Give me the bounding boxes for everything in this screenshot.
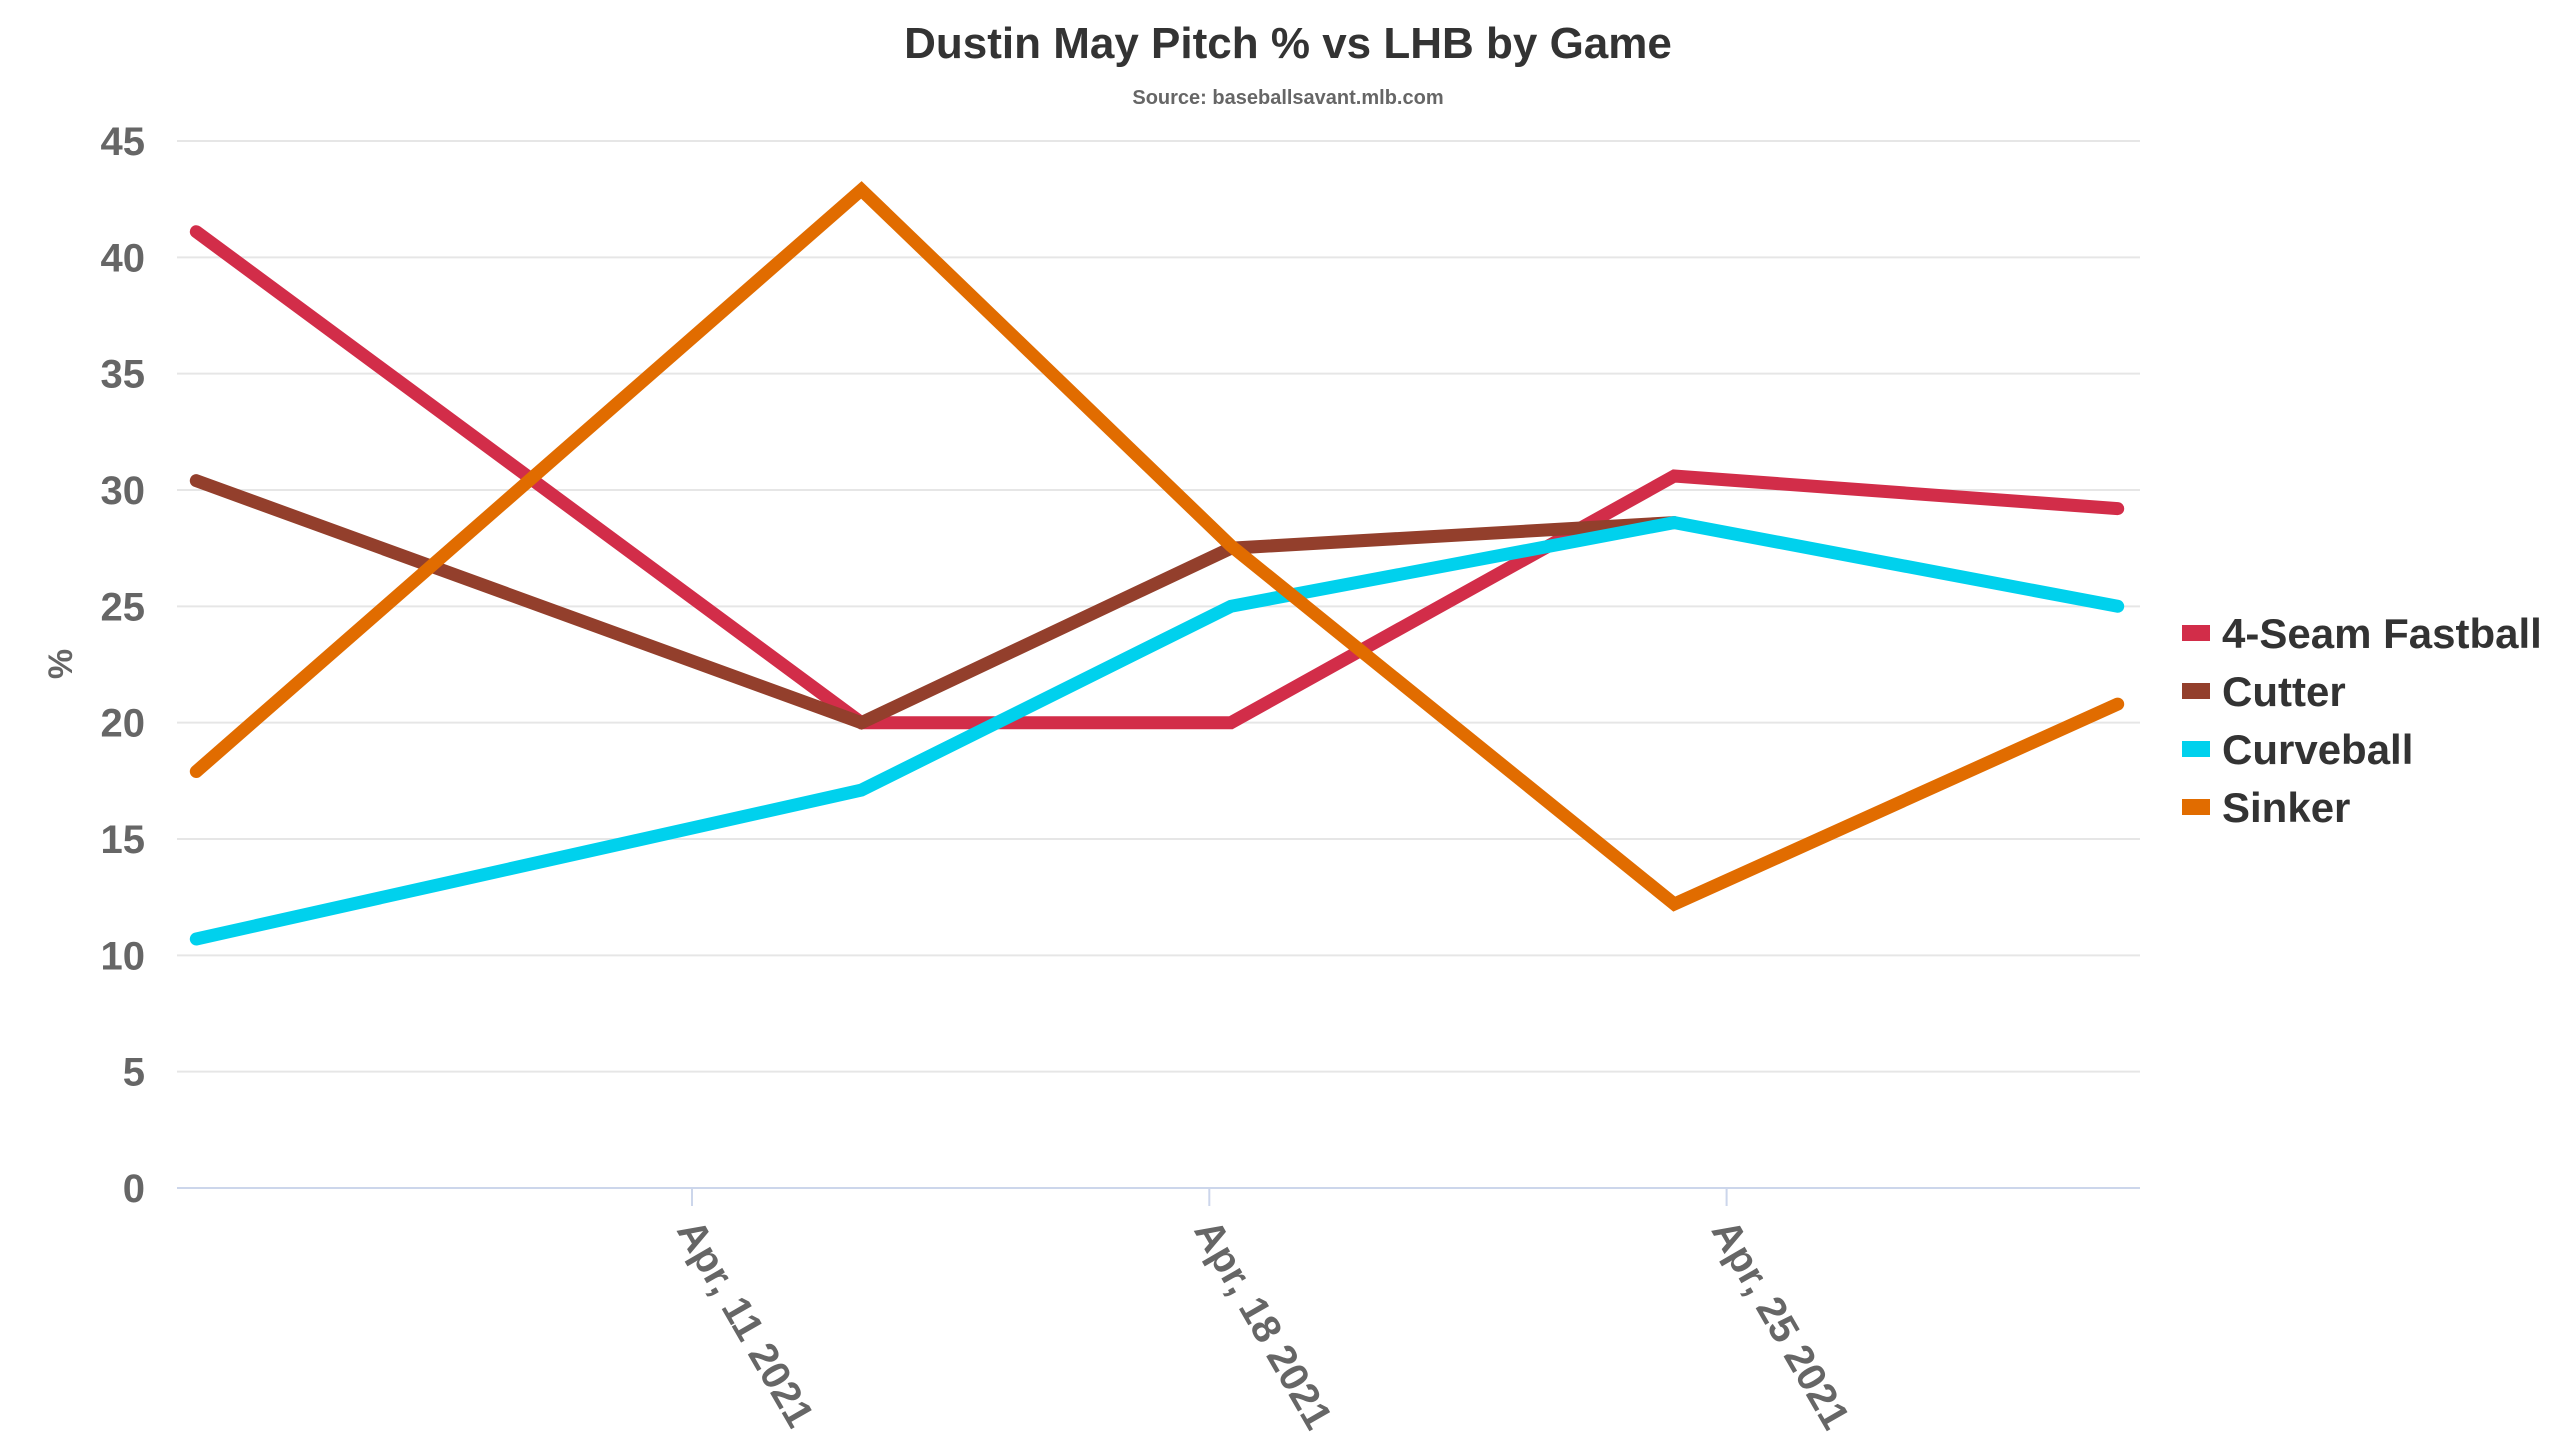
y-tick-label: 20: [101, 702, 146, 746]
chart-title: Dustin May Pitch % vs LHB by Game: [904, 19, 1672, 68]
y-tick-label: 40: [101, 236, 146, 280]
series-line-cutter[interactable]: [189, 474, 1681, 730]
legend-item[interactable]: Cutter: [2182, 668, 2346, 715]
legend-swatch: [2182, 741, 2210, 757]
y-tick-label: 15: [101, 818, 146, 862]
legend-item[interactable]: Sinker: [2182, 784, 2350, 831]
series-line-curveball[interactable]: [189, 515, 2125, 946]
y-axis: 0 5 10 15 20 25 30 35 40 45: [101, 120, 146, 1211]
x-axis: Apr, 11 2021 Apr, 18 2021 Apr, 25 2021: [668, 1188, 1858, 1437]
legend-swatch: [2182, 683, 2210, 699]
x-tick-label: Apr, 25 2021: [1703, 1213, 1858, 1437]
y-axis-label: %: [42, 649, 80, 679]
legend-label: Sinker: [2222, 784, 2350, 831]
series-line-sinker[interactable]: [189, 181, 2125, 912]
legend-swatch: [2182, 799, 2210, 815]
series-lines: [189, 181, 2125, 946]
x-tick-label: Apr, 18 2021: [1186, 1213, 1341, 1437]
legend-label: 4-Seam Fastball: [2222, 610, 2542, 657]
legend-label: Curveball: [2222, 726, 2413, 773]
y-tick-label: 25: [101, 585, 146, 629]
gridlines: [177, 140, 2140, 1189]
legend-item[interactable]: Curveball: [2182, 726, 2413, 773]
y-tick-label: 35: [101, 353, 146, 397]
y-tick-label: 0: [123, 1167, 145, 1211]
legend-label: Cutter: [2222, 668, 2346, 715]
legend-swatch: [2182, 625, 2210, 641]
y-tick-label: 45: [101, 120, 146, 164]
legend: 4-Seam Fastball Cutter Curveball Sinker: [2182, 610, 2542, 831]
chart-subtitle: Source: baseballsavant.mlb.com: [1132, 87, 1443, 109]
x-tick-label: Apr, 11 2021: [668, 1213, 822, 1435]
y-tick-label: 5: [123, 1051, 145, 1095]
legend-item[interactable]: 4-Seam Fastball: [2182, 610, 2542, 657]
series-line-4-seam-fastball[interactable]: [189, 225, 2125, 730]
y-tick-label: 30: [101, 469, 146, 513]
y-tick-label: 10: [101, 934, 146, 978]
